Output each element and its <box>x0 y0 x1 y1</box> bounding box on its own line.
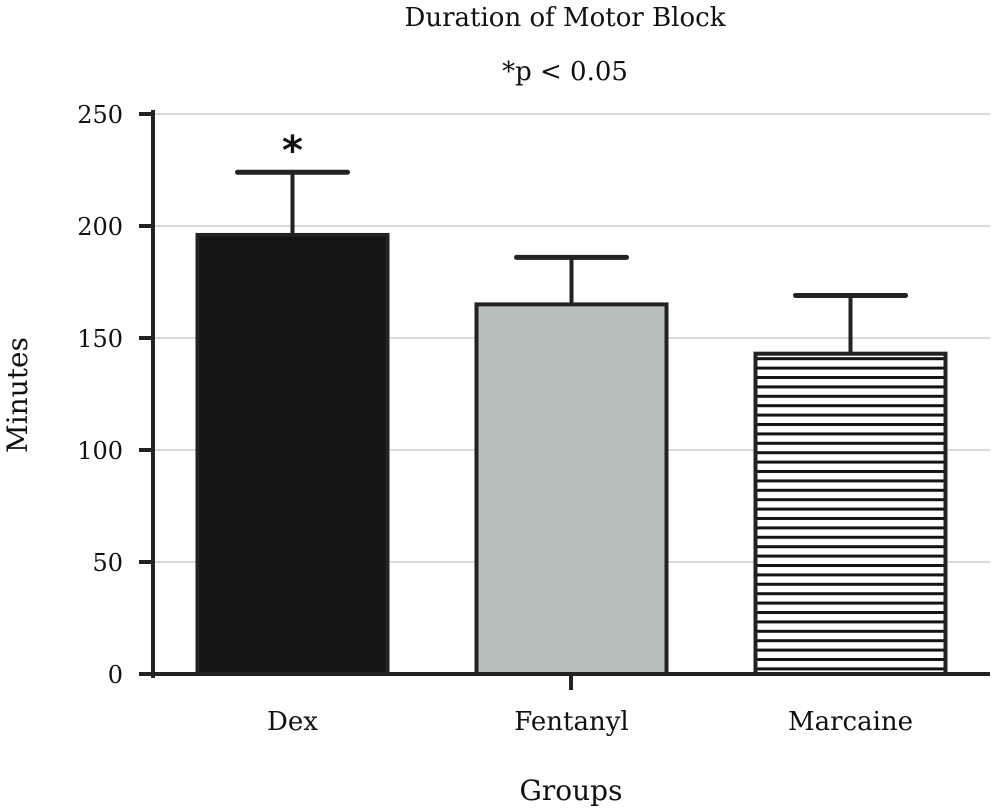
y-ticks: 0 50 100 150 200 250 <box>77 101 153 689</box>
chart-title: Duration of Motor Block <box>405 3 726 33</box>
x-axis-label: Groups <box>520 774 623 807</box>
x-tick-label-fentanyl: Fentanyl <box>514 707 628 737</box>
bar-dex <box>195 232 390 677</box>
bars-group <box>195 232 948 677</box>
x-category-labels: Dex Fentanyl Marcaine <box>267 707 913 737</box>
y-axis-label: Minutes <box>1 337 34 453</box>
bar-fentanyl <box>474 302 669 676</box>
x-tick-label-marcaine: Marcaine <box>788 707 913 737</box>
y-tick-label: 100 <box>77 437 123 465</box>
x-tick-label-dex: Dex <box>267 707 318 737</box>
significance-marker: * <box>282 128 303 174</box>
y-tick-label: 200 <box>77 213 123 241</box>
error-bars-group: * <box>235 128 908 354</box>
bar-marcaine <box>753 351 948 676</box>
chart-subtitle: *p < 0.05 <box>502 57 628 87</box>
y-tick-label: 250 <box>77 101 123 129</box>
y-tick-label: 0 <box>108 661 123 689</box>
y-tick-label: 50 <box>92 549 123 577</box>
y-tick-label: 150 <box>77 325 123 353</box>
